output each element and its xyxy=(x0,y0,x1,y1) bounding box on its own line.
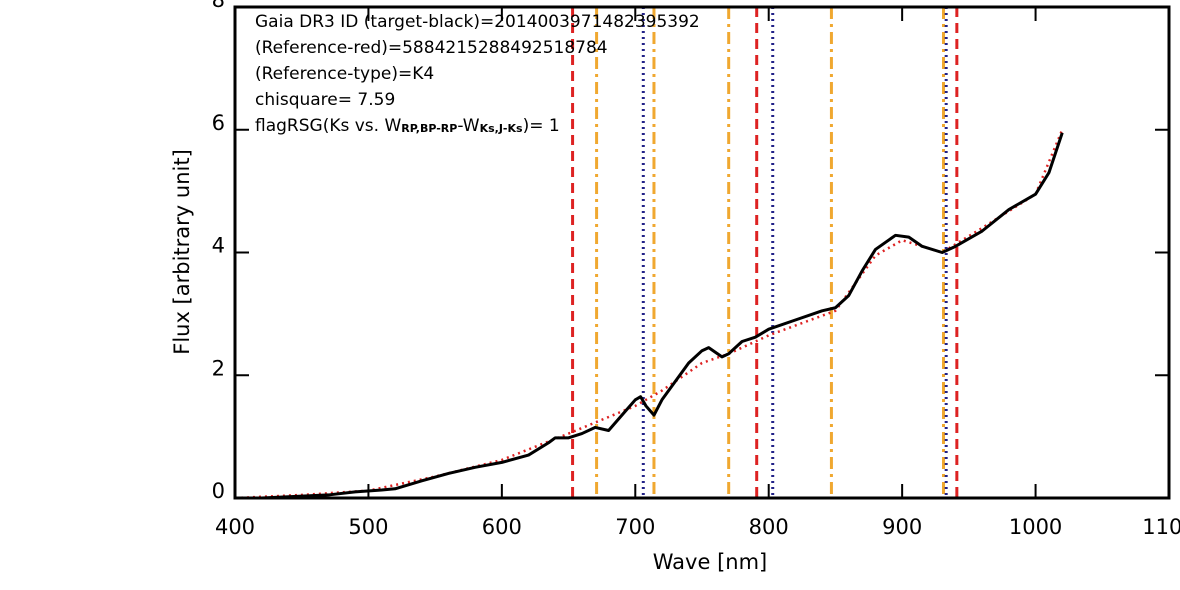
x-tick-label: 700 xyxy=(615,515,655,539)
x-axis-label: Wave [nm] xyxy=(653,550,767,574)
annotation: (Reference-type)=K4 xyxy=(255,64,434,84)
x-tick-label: 600 xyxy=(482,515,522,539)
y-tick-label: 2 xyxy=(212,356,225,380)
annotation: chisquare= 7.59 xyxy=(255,90,395,110)
annotation: flagRSG(Ks vs. WRP,BP-RP-WKs,J-Ks)= 1 xyxy=(255,116,560,136)
annotation-subscript: RP,BP-RP xyxy=(401,122,457,135)
x-tick-label: 400 xyxy=(215,515,255,539)
annotation-part: )= 1 xyxy=(523,116,560,136)
y-tick-label: 8 xyxy=(212,0,225,12)
annotation: Gaia DR3 ID (target-black)=2014003971482… xyxy=(255,12,700,32)
x-tick-label: 500 xyxy=(348,515,388,539)
spectrum-line xyxy=(234,129,1064,500)
y-axis-label: Flux [arbitrary unit] xyxy=(170,149,194,355)
annotation-subscript: Ks,J-Ks xyxy=(480,122,523,135)
y-tick-label: 4 xyxy=(212,234,225,258)
annotation-part: flagRSG(Ks vs. W xyxy=(255,116,401,136)
spectrum-line xyxy=(235,132,1064,500)
annotation-part: -W xyxy=(457,116,479,136)
annotation: (Reference-red)=5884215288492518784 xyxy=(255,38,608,58)
y-tick-label: 6 xyxy=(212,111,225,135)
y-tick-label: 0 xyxy=(212,479,225,503)
x-tick-label: 1000 xyxy=(1009,515,1062,539)
x-tick-label: 900 xyxy=(882,515,922,539)
x-tick-label: 800 xyxy=(749,515,789,539)
